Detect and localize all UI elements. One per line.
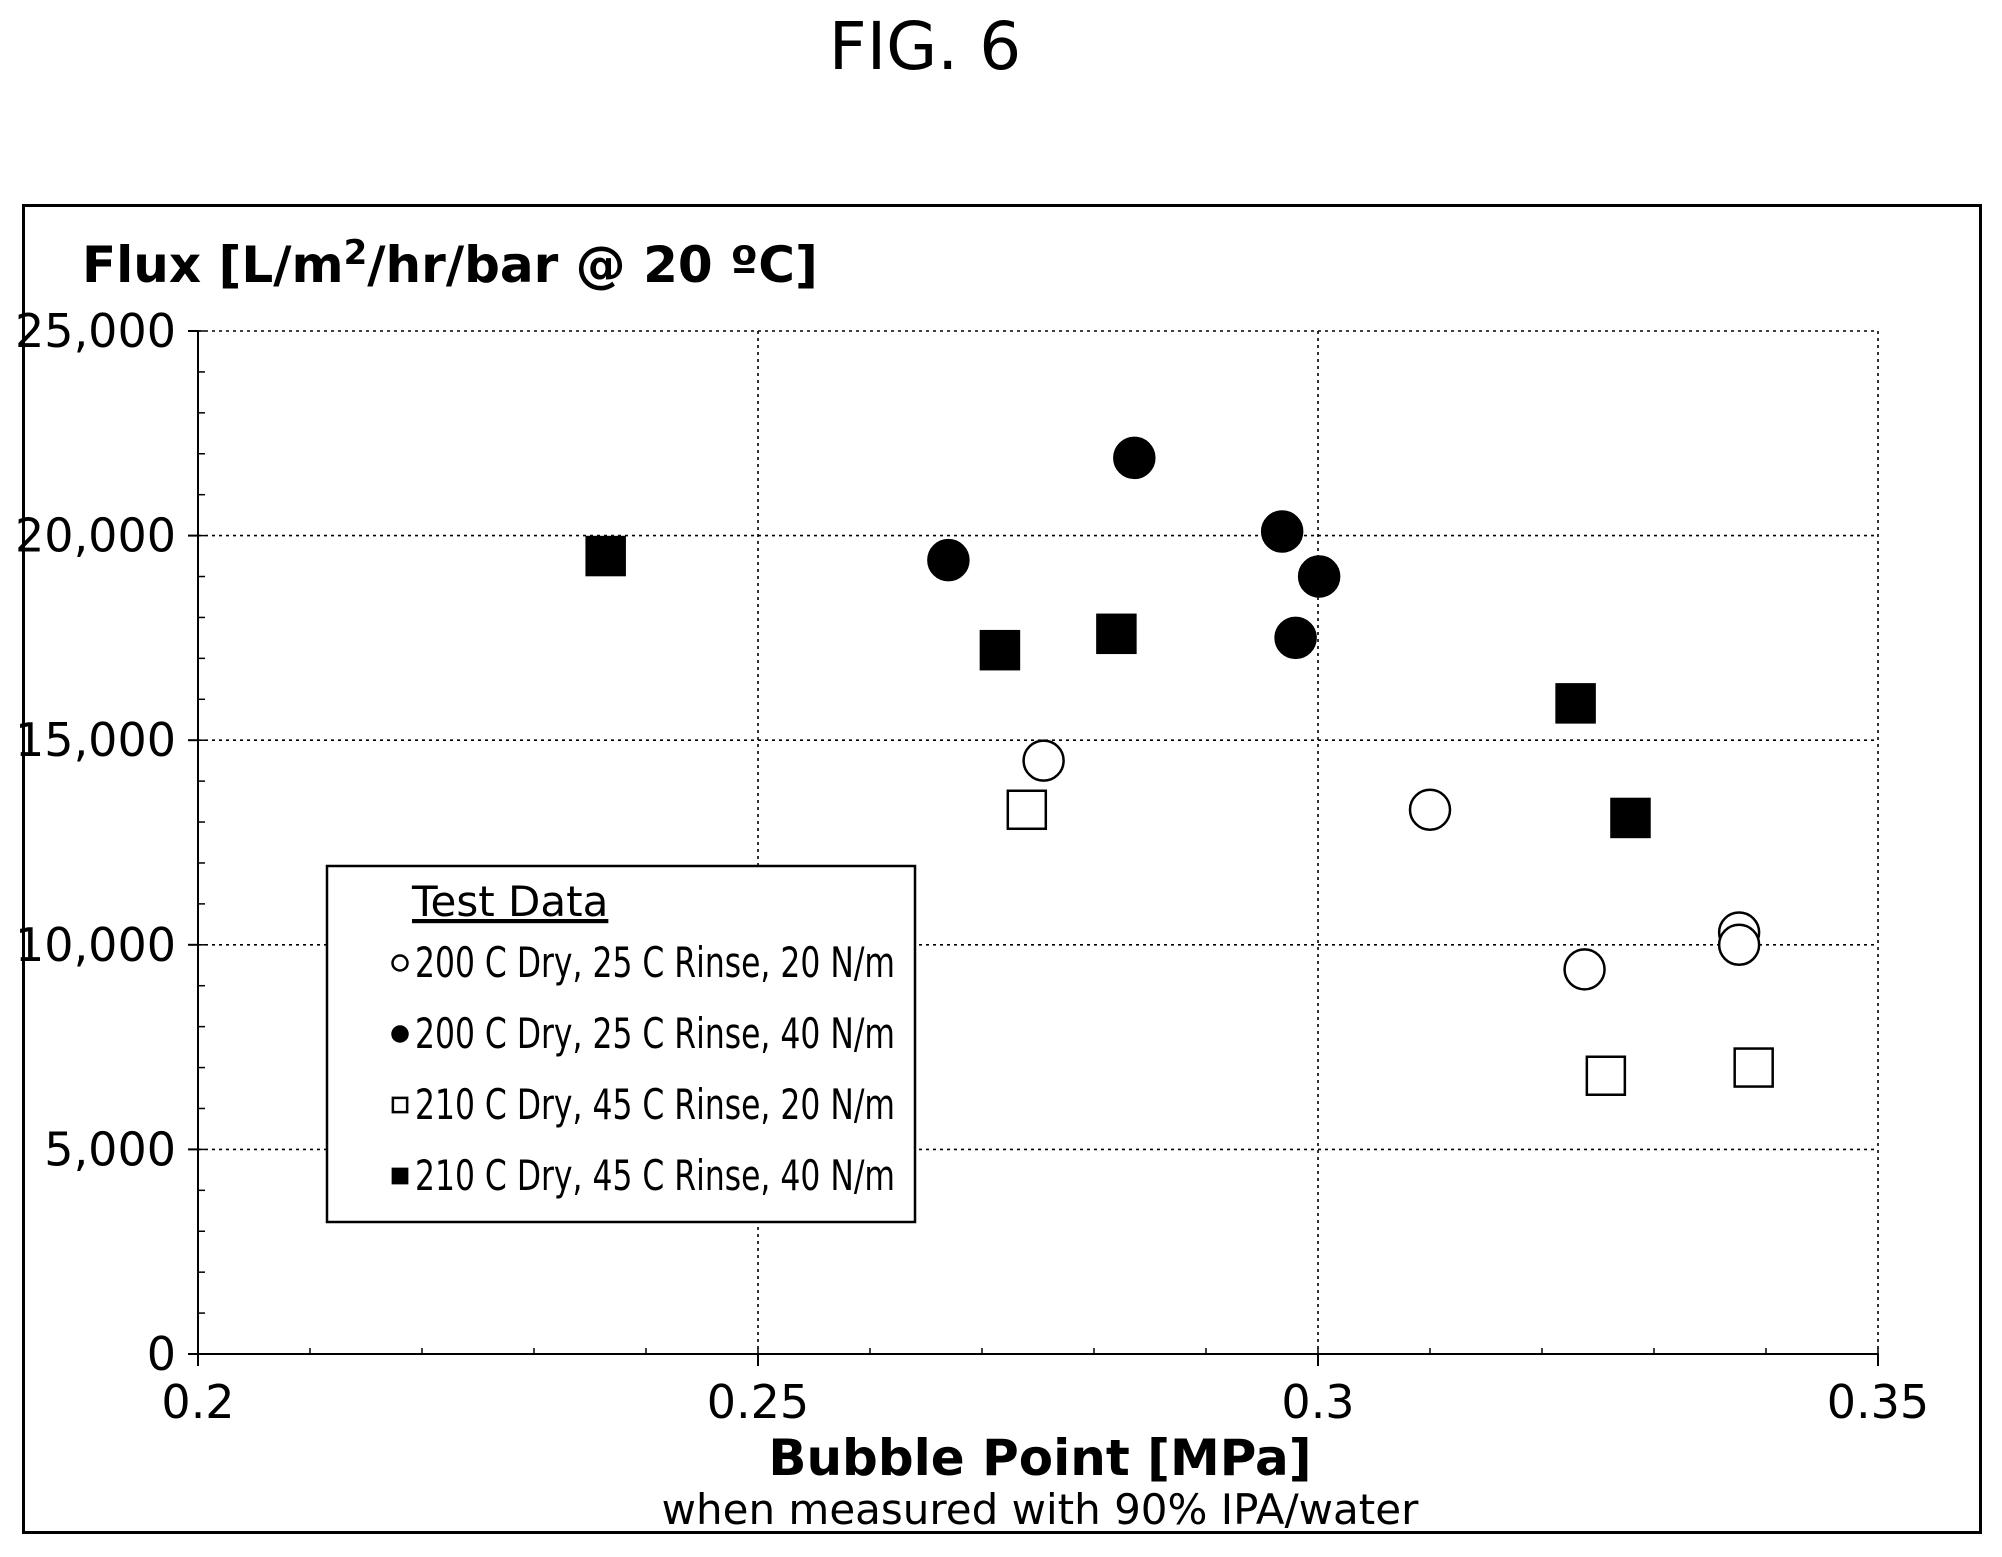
data-point-series-1	[1022, 739, 1065, 782]
y-axis-title-rest: /hr/bar @ 20 ºC]	[367, 236, 818, 294]
y-tick-label: 5,000	[44, 1122, 176, 1176]
legend-box	[325, 864, 917, 1224]
data-point-series-1	[1717, 923, 1761, 967]
data-point-series-3	[1733, 1047, 1774, 1088]
legend-marker-series-2	[391, 1025, 409, 1043]
legend-items: 200 C Dry, 25 C Rinse, 20 N/m 200 C Dry, …	[391, 938, 895, 1200]
legend: Test Data 200 C Dry, 25 C Rinse, 20 N/m2…	[325, 864, 917, 1224]
x-tick-label: 0.35	[1827, 1375, 1929, 1429]
data-point-series-3	[1006, 789, 1048, 831]
data-point-series-4	[1096, 613, 1137, 655]
y-tick-label: 20,000	[15, 509, 176, 563]
data-point-series-3	[1585, 1055, 1627, 1096]
y-tick-label: 15,000	[15, 713, 176, 767]
data-point-series-2	[927, 538, 970, 582]
figure-title: FIG. 6	[828, 8, 1022, 85]
data-points	[585, 436, 1774, 1096]
chart-frame	[22, 204, 1982, 1534]
axes	[188, 330, 1879, 1366]
x-axis-subtitle: when measured with 90% IPA/water	[662, 1485, 1419, 1534]
data-point-series-4	[585, 535, 626, 577]
data-point-series-1	[1408, 788, 1452, 832]
y-axis-title: Flux [L/m2/hr/bar @ 20 ºC]	[82, 233, 818, 294]
data-point-series-1	[1563, 948, 1606, 991]
data-point-series-2	[1113, 436, 1156, 480]
legend-label-series-2: 200 C Dry, 25 C Rinse, 40 N/m	[415, 1009, 895, 1058]
x-tick-label: 0.3	[1281, 1375, 1354, 1429]
data-point-series-2	[1274, 616, 1317, 660]
x-tick-label: 0.25	[707, 1375, 809, 1429]
legend-marker-series-1	[391, 954, 409, 972]
x-axis-title: Bubble Point [MPa]	[768, 1429, 1311, 1487]
x-tick-label: 0.2	[161, 1375, 234, 1429]
legend-marker-series-3	[391, 1096, 409, 1114]
data-point-series-4	[1610, 797, 1651, 839]
legend-label-series-1: 200 C Dry, 25 C Rinse, 20 N/m	[415, 938, 895, 987]
y-tick-label: 25,000	[15, 304, 176, 358]
data-point-series-2	[1297, 555, 1341, 598]
legend-label-series-3: 210 C Dry, 45 C Rinse, 20 N/m	[415, 1080, 895, 1129]
y-axis-title-main: Flux [L/m	[82, 236, 344, 294]
legend-label-series-4: 210 C Dry, 45 C Rinse, 40 N/m	[415, 1151, 895, 1200]
legend-marker-series-4	[391, 1167, 409, 1185]
y-tick-label: 10,000	[15, 918, 176, 972]
data-point-series-4	[979, 629, 1021, 671]
y-axis-title-superscript: 2	[344, 233, 368, 273]
legend-title: Test Data	[411, 877, 608, 926]
data-point-series-2	[1260, 510, 1304, 553]
tick-labels: 0 5,000 10,000 15,000 20,000 25,000 0.2 0.25 0.3…	[15, 304, 1929, 1429]
y-tick-label: 0	[147, 1327, 176, 1381]
data-point-series-4	[1555, 683, 1596, 724]
